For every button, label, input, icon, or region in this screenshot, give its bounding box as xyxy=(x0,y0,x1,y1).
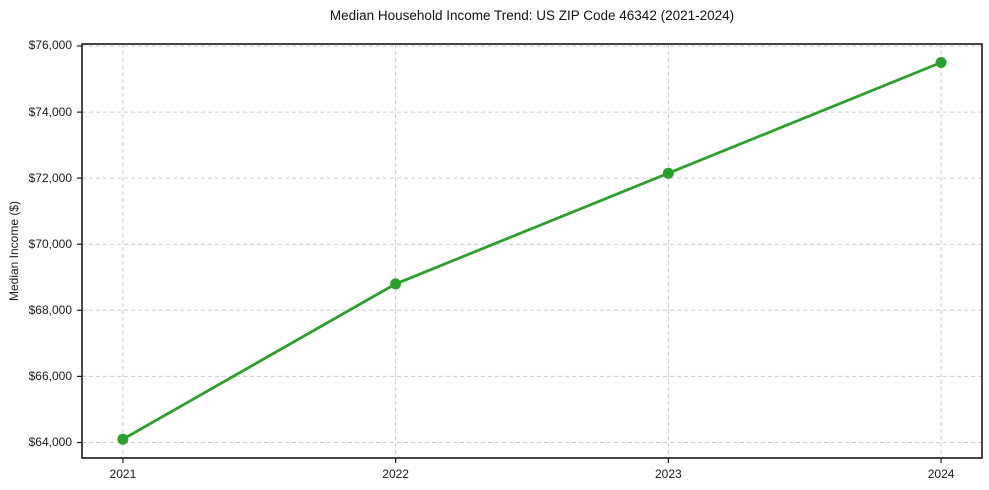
x-tick-label: 2022 xyxy=(382,467,409,481)
y-tick-label: $64,000 xyxy=(28,434,72,449)
data-point-marker xyxy=(662,167,674,179)
chart-title: Median Household Income Trend: US ZIP Co… xyxy=(329,8,735,23)
y-tick-label: $68,000 xyxy=(28,302,72,317)
y-tick-label: $66,000 xyxy=(28,368,72,383)
y-tick-label: $72,000 xyxy=(28,170,72,185)
y-tick-label: $76,000 xyxy=(28,38,72,53)
y-axis-label-text: Median Income ($) xyxy=(7,201,21,301)
y-axis-label: Median Income ($) xyxy=(7,201,21,301)
trend-line xyxy=(121,61,943,441)
plot-area xyxy=(77,43,983,463)
x-tick-label: 2021 xyxy=(109,467,137,481)
data-point-marker xyxy=(117,433,129,445)
y-tick-label: $70,000 xyxy=(28,236,72,251)
data-point-marker xyxy=(935,57,947,68)
x-tick-label: 2023 xyxy=(655,467,682,481)
y-tick-label: $74,000 xyxy=(28,104,72,119)
data-point-marker xyxy=(390,278,402,290)
x-tick-label: 2024 xyxy=(927,467,955,481)
